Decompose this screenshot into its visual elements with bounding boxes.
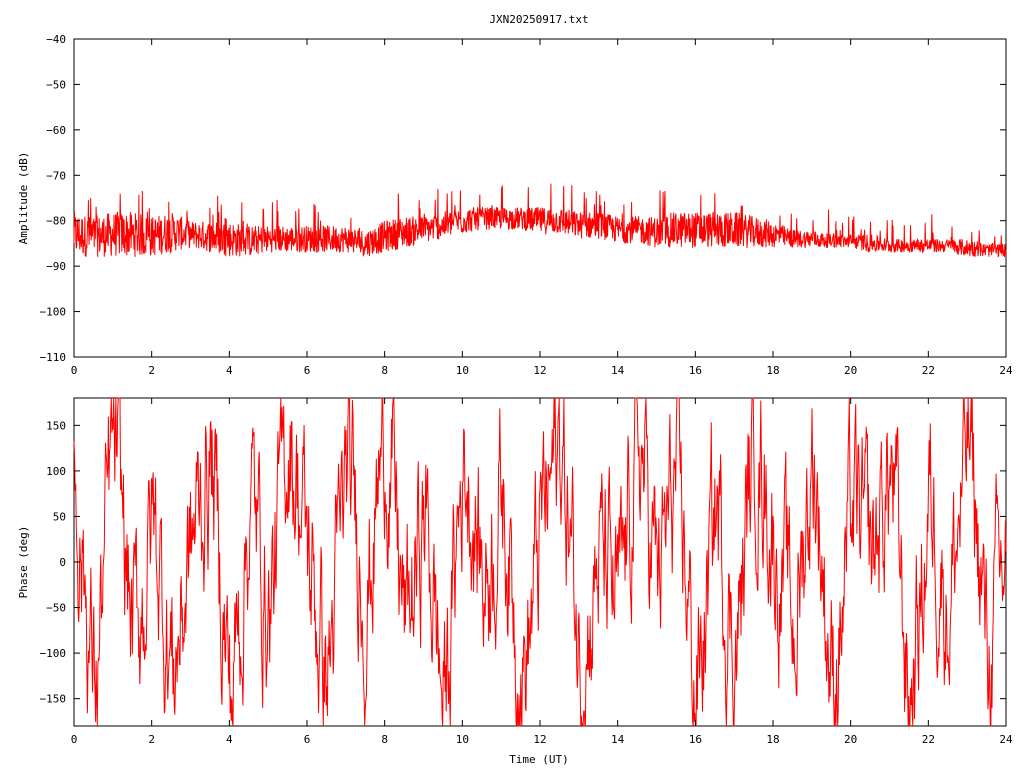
x-tick-label: 6: [304, 364, 311, 377]
x-tick-label: 14: [611, 364, 625, 377]
x-tick-label: 24: [999, 364, 1013, 377]
y-tick-label: −60: [46, 124, 66, 137]
x-tick-label: 14: [611, 733, 625, 746]
y-tick-label: 100: [46, 465, 66, 478]
y-tick-label: −50: [46, 602, 66, 615]
y-tick-label: −90: [46, 260, 66, 273]
amplitude-line: [73, 183, 1007, 258]
y-tick-label: −70: [46, 169, 66, 182]
phase-series: [73, 396, 1007, 727]
y-tick-label: −150: [40, 693, 67, 706]
y-tick-label: 0: [59, 556, 66, 569]
x-tick-label: 2: [148, 364, 155, 377]
x-tick-label: 12: [533, 733, 546, 746]
y-tick-label: −40: [46, 33, 66, 46]
x-tick-label: 20: [844, 733, 857, 746]
amplitude-panel: Amplitude (dB) 0 2 4 6 8 10 12 14 16 18 20 22 24−40−…: [17, 33, 1013, 377]
chart-title: JXN20250917.txt: [489, 13, 588, 26]
x-tick-label: 10: [456, 733, 469, 746]
amplitude-series: [73, 183, 1007, 258]
y-tick-label: 50: [53, 510, 66, 523]
x-tick-label: 20: [844, 364, 857, 377]
y-tick-label: −50: [46, 78, 66, 91]
amplitude-axes: 0 2 4 6 8 10 12 14 16 18 20 22 24−40−50−60−70−80−90−…: [40, 33, 1013, 377]
y-tick-label: 150: [46, 419, 66, 432]
x-tick-label: 6: [304, 733, 311, 746]
x-tick-label: 12: [533, 364, 546, 377]
amplitude-y-axis-label: Amplitude (dB): [17, 152, 30, 245]
amplitude-plot-frame: [73, 38, 1007, 358]
x-tick-label: 24: [999, 733, 1013, 746]
y-tick-label: −100: [40, 306, 67, 319]
x-tick-label: 0: [71, 364, 78, 377]
x-tick-label: 10: [456, 364, 469, 377]
time-x-axis-label: Time (UT): [509, 753, 569, 766]
x-tick-label: 0: [71, 733, 78, 746]
phase-line: [73, 396, 1007, 727]
x-tick-label: 22: [922, 364, 935, 377]
y-tick-label: −100: [40, 647, 67, 660]
x-tick-label: 8: [381, 733, 388, 746]
y-tick-label: −80: [46, 215, 66, 228]
x-tick-label: 18: [766, 364, 779, 377]
x-tick-label: 16: [689, 364, 702, 377]
phase-panel: Phase (deg) Time (UT) 0 2 4 6 8 10 12 14 16 18 20 2…: [17, 396, 1013, 766]
x-tick-label: 4: [226, 733, 233, 746]
phase-axes: 0 2 4 6 8 10 12 14 16 18 20 22 24150100500−50−100−15…: [40, 398, 1013, 746]
x-tick-label: 4: [226, 364, 233, 377]
x-tick-label: 8: [381, 364, 388, 377]
x-tick-label: 22: [922, 733, 935, 746]
y-tick-label: −110: [40, 351, 67, 364]
x-tick-label: 16: [689, 733, 702, 746]
phase-y-axis-label: Phase (deg): [17, 526, 30, 599]
x-tick-label: 2: [148, 733, 155, 746]
x-tick-label: 18: [766, 733, 779, 746]
